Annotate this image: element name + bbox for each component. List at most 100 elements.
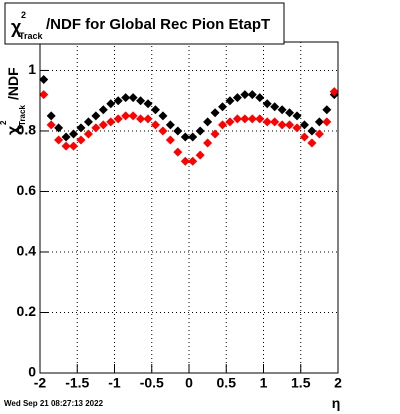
data-point [210,108,220,118]
y-tick-label: 0.4 [17,243,37,259]
data-point [158,126,168,136]
x-tick-label: 1 [260,375,268,391]
data-point [292,123,302,133]
data-point [61,141,71,151]
data-point [277,120,287,130]
data-point [255,93,265,103]
data-point [322,105,332,115]
data-point [314,129,324,139]
data-point [143,99,153,109]
data-point [98,105,108,115]
data-point [46,111,56,121]
data-point [285,108,295,118]
data-point [299,120,309,130]
data-point [210,129,220,139]
title-sup: 2 [21,10,26,20]
y-label-symbol: χ [5,125,22,135]
title-sub: Track [19,31,44,41]
data-point [113,114,123,124]
data-point [76,123,86,133]
plot-area: 0 0.2 0.4 0.6 0.8 1 -2 -1.5 -1 -0.5 0 0.5 1 1.5 2 [17,42,342,391]
y-label-sup: 2 [0,120,8,125]
data-point [83,117,93,127]
data-point [232,114,242,124]
data-point [218,102,228,112]
y-tick-label: 0 [28,364,36,380]
data-point [136,114,146,124]
y-tick-label: 0.6 [17,182,37,198]
data-point [225,117,235,127]
data-point [76,135,86,145]
data-point [165,120,175,130]
data-point [150,105,160,115]
x-tick-label: -1.5 [65,375,89,391]
data-point [106,99,116,109]
data-point [277,105,287,115]
data-point [262,99,272,109]
data-point [121,111,131,121]
data-point [113,96,123,106]
data-point [54,135,64,145]
y-axis-label: χ 2 Track /NDF [0,67,27,135]
data-point [121,93,131,103]
data-point [173,147,183,157]
data-point [299,132,309,142]
data-point [91,111,101,121]
data-point [39,75,49,85]
data-point [180,132,190,142]
x-tick-label: -0.5 [140,375,164,391]
x-tick-label: 0 [185,375,193,391]
data-point [203,138,213,148]
data-point [247,90,257,100]
chart-title: /NDF for Global Rec Pion EtapT [46,16,270,33]
data-point [180,156,190,166]
data-point [329,87,339,97]
data-point [247,114,257,124]
data-point [240,90,250,100]
y-label-sub: Track [18,105,27,126]
data-point [165,135,175,145]
data-point [143,114,153,124]
x-tick-label: -2 [34,375,47,391]
data-point [195,126,205,136]
x-tick-label: 2 [334,375,342,391]
data-point [218,120,228,130]
data-point [54,123,64,133]
data-point [83,129,93,139]
y-tick-label: 1 [28,61,36,77]
data-point [128,111,138,121]
data-point [106,117,116,127]
data-point [285,120,295,130]
data-point [98,120,108,130]
data-point [195,150,205,160]
y-tick-label: 0.8 [17,122,37,138]
data-point [150,120,160,130]
x-axis-label: η [332,395,341,411]
data-point [307,126,317,136]
x-tick-label: 1.5 [291,375,311,391]
x-tick-label: -1 [108,375,121,391]
footer-date: Wed Sep 21 08:27:13 2022 [4,399,104,408]
data-point [255,114,265,124]
x-tick-label: 0.5 [217,375,237,391]
data-point [158,111,168,121]
data-point [69,129,79,139]
data-point [270,102,280,112]
data-point [188,156,198,166]
data-point [188,132,198,142]
data-point [136,96,146,106]
data-point [232,93,242,103]
data-point [314,117,324,127]
data-point [173,126,183,136]
data-point [61,132,71,142]
data-point [39,90,49,100]
data-point [225,96,235,106]
y-tick-label: 0.2 [17,303,37,319]
data-point [322,117,332,127]
title-symbol: χ [11,17,22,37]
data-point [128,93,138,103]
data-point [307,138,317,148]
data-point [91,123,101,133]
